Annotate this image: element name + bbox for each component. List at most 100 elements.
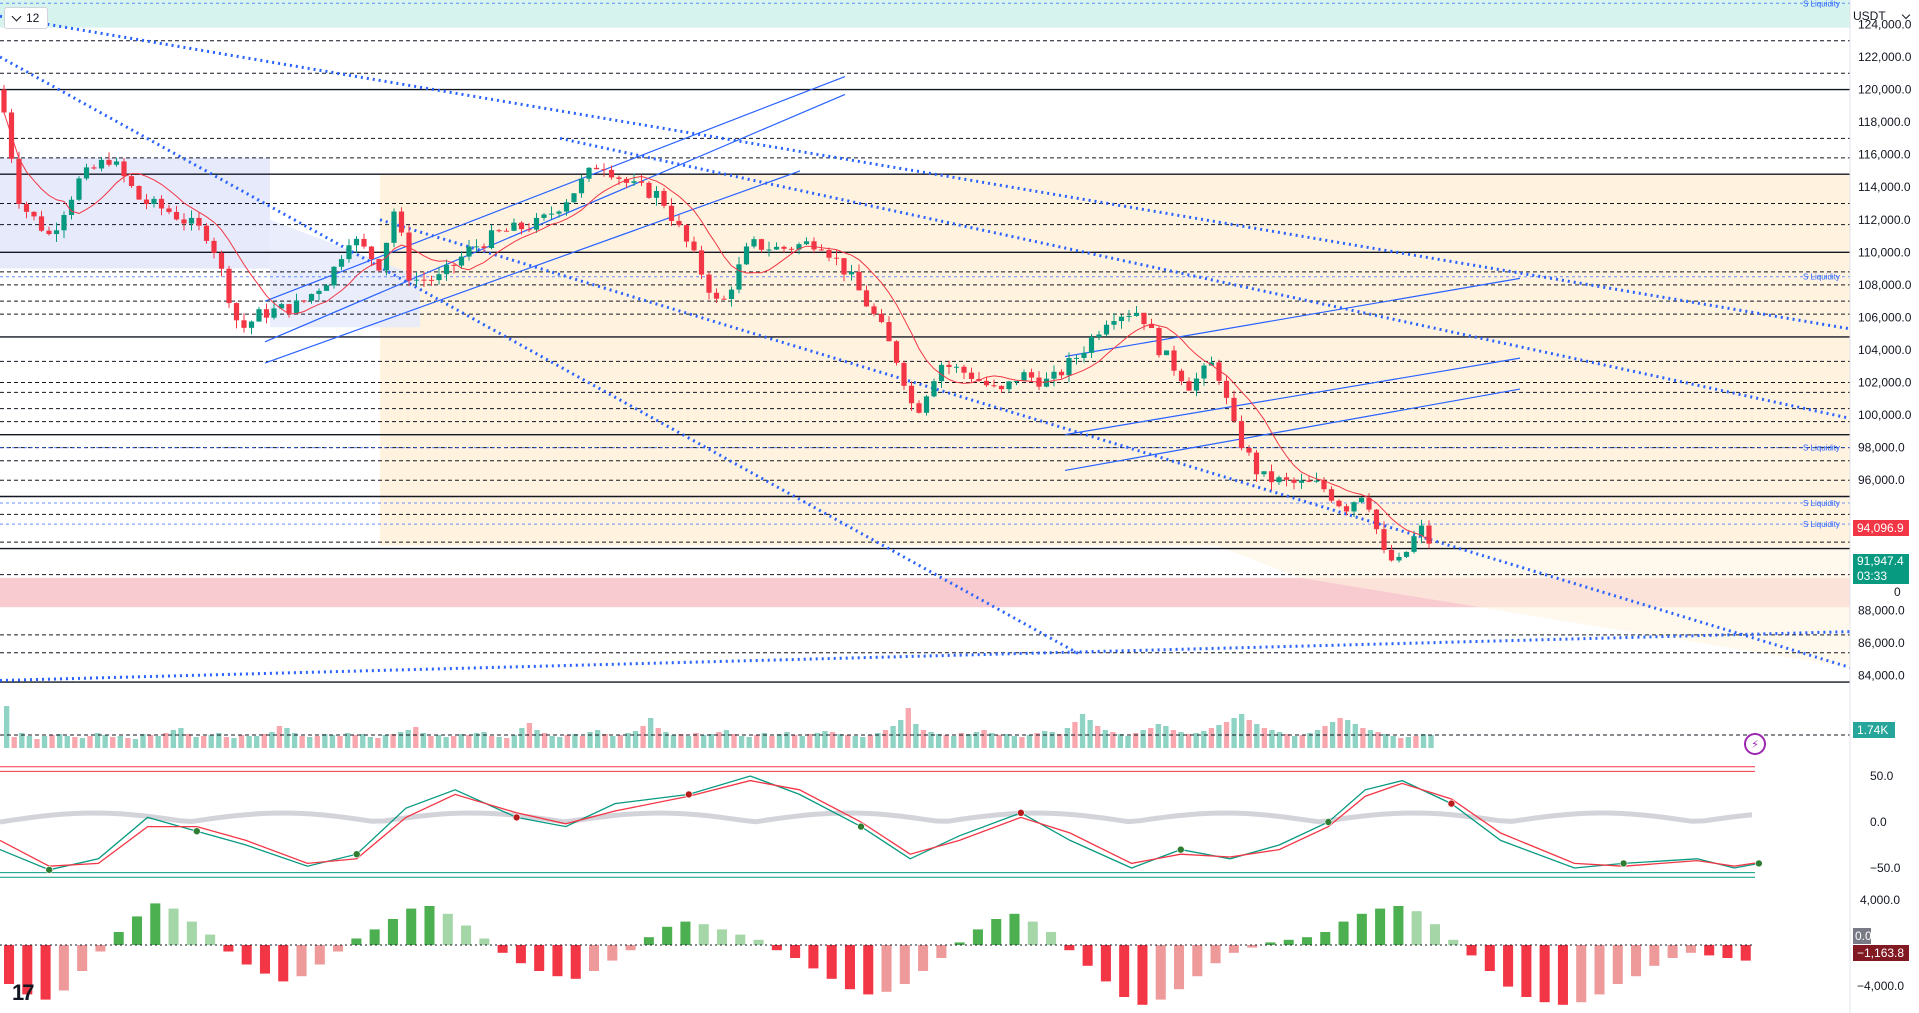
stoch-tick: 50.0 (1870, 769, 1894, 783)
candle-down (1426, 525, 1432, 544)
volume-bar (178, 728, 184, 748)
volume-bar (428, 736, 434, 748)
volume-bar (625, 733, 631, 748)
candle-down (901, 362, 907, 386)
candle-down (1336, 500, 1342, 507)
volume-bar (1413, 736, 1419, 748)
liquidity-label: S Liquidity (1803, 520, 1840, 529)
candle-down (526, 229, 532, 231)
candle-up (353, 238, 360, 246)
volume-bar (1390, 736, 1396, 748)
candle-down (1343, 506, 1350, 512)
macd-bar (1009, 913, 1020, 945)
macd-bar (1155, 945, 1166, 1000)
volume-bar (1011, 736, 1018, 748)
volume-bar (1360, 728, 1366, 748)
volume-bar (1042, 731, 1048, 748)
candle-down (623, 178, 630, 183)
candle-down (983, 380, 990, 386)
channel-1-mid (264, 93, 846, 343)
candle-down (181, 219, 187, 224)
candle-up (953, 366, 960, 368)
volume-bar (200, 736, 207, 748)
volume-bar (337, 736, 343, 748)
macd-bar (296, 945, 307, 977)
candle-down (811, 241, 817, 250)
candle-down (991, 385, 997, 387)
stoch-histogram-area (0, 810, 1753, 825)
candle-up (53, 230, 60, 235)
volume-bar (1276, 732, 1283, 748)
macd-bar (771, 945, 782, 951)
volume-bar (473, 733, 480, 748)
stoch-d-line (0, 779, 1759, 867)
volume-bar (375, 738, 381, 748)
candle-up (1066, 358, 1072, 376)
candle-down (593, 167, 600, 170)
candle-down (16, 158, 22, 204)
volume-bar (102, 735, 108, 748)
volume-bar (1208, 728, 1215, 748)
candle-down (496, 230, 502, 232)
candle-down (218, 252, 225, 269)
candle-up (1351, 502, 1357, 512)
candle-up (61, 215, 67, 231)
channel-1-high (264, 75, 846, 302)
candle-up (323, 285, 330, 291)
macd-bar (1704, 945, 1715, 956)
candle-down (1231, 397, 1237, 422)
candle-up (1126, 315, 1132, 317)
candle-down (916, 403, 922, 413)
macd-bar (406, 908, 417, 945)
macd-bar (1027, 921, 1038, 945)
macd-bar (259, 945, 270, 974)
interval-selector[interactable]: 12 (4, 7, 49, 29)
volume-bar (572, 734, 578, 748)
trendline-mid (559, 136, 1851, 420)
liquidity-label: S Liquidity (1803, 273, 1840, 282)
volume-bar (64, 736, 70, 748)
macd-bar (881, 945, 892, 992)
macd-bar (1046, 932, 1057, 945)
candle-up (1163, 350, 1170, 356)
volume-bar (610, 736, 616, 748)
volume-bar (845, 735, 851, 748)
macd-bar (1100, 945, 1111, 982)
volume-bar (905, 708, 911, 748)
volume-bar (1405, 737, 1411, 748)
candle-up (68, 199, 75, 216)
volume-bar (390, 734, 396, 748)
macd-bar (58, 945, 69, 991)
volume-bar (708, 734, 714, 748)
volume-bar (11, 737, 17, 748)
currency-selector[interactable]: USDT (1853, 6, 1911, 26)
volume-bar (367, 737, 373, 748)
candle-up (113, 161, 120, 165)
moving-average (3, 112, 1430, 541)
volume-bar (352, 735, 358, 748)
volume-bar (163, 733, 169, 748)
macd-bar (625, 945, 636, 951)
liquidity-label: S Liquidity (1803, 444, 1840, 453)
price-tick: 98,000.0 (1858, 441, 1905, 455)
candle-down (286, 304, 292, 314)
macd-bar (1192, 945, 1203, 977)
volume-bar (913, 724, 919, 748)
macd-bar (369, 929, 380, 945)
candle-up (541, 214, 547, 218)
macd-bar (333, 945, 344, 952)
volume-bar (1337, 718, 1343, 748)
macd-bar (607, 945, 618, 961)
candle-down (503, 230, 510, 232)
macd-bar (424, 906, 435, 945)
candle-down (1058, 371, 1065, 376)
candle-down (871, 306, 877, 314)
candle-up (1103, 324, 1110, 335)
lightning-icon[interactable]: ⚡ (1744, 733, 1766, 755)
macd-bar (131, 916, 143, 945)
price-tick: 96,000.0 (1858, 473, 1905, 487)
macd-bar (991, 919, 1002, 945)
candle-up (1096, 334, 1102, 337)
volume-bar (973, 732, 980, 748)
